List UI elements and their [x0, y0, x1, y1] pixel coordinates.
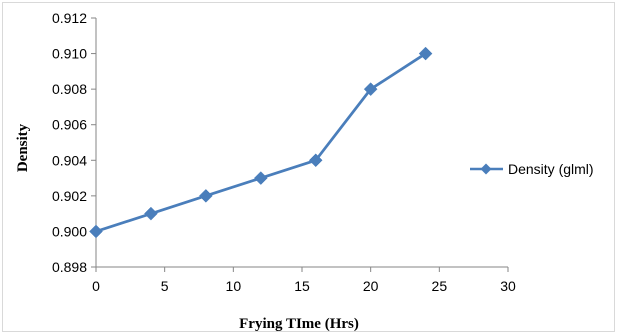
series-line: [95, 52, 427, 233]
y-tick-label: 0.904: [52, 152, 87, 168]
y-tick-label: 0.906: [52, 117, 87, 133]
data-point-marker: [89, 224, 103, 239]
data-point-marker: [363, 82, 378, 96]
x-axis-title: Frying TIme (Hrs): [239, 316, 359, 332]
chart-area: [2, 2, 615, 332]
x-tick-label: 20: [363, 278, 379, 294]
legend-label: Density (glml): [508, 161, 594, 177]
y-tick-label: 0.908: [52, 81, 87, 97]
x-tick-label: 15: [294, 278, 310, 294]
series-layer: [89, 46, 433, 239]
x-tick-label: 25: [432, 278, 448, 294]
data-point-marker: [308, 153, 323, 168]
x-tick-label: 0: [92, 278, 100, 294]
y-tick-label: 0.910: [52, 46, 87, 62]
legend: Density (glml): [470, 161, 594, 177]
x-tick-label: 30: [500, 278, 516, 294]
y-tick-label: 0.912: [52, 10, 87, 26]
data-point-marker: [418, 46, 433, 61]
y-axis-title: Density: [15, 123, 31, 172]
data-point-marker: [253, 171, 268, 185]
y-tick-label: 0.898: [52, 259, 87, 275]
x-tick-label: 5: [161, 278, 169, 294]
y-tick-label: 0.900: [52, 223, 87, 239]
legend-marker: [480, 163, 492, 175]
data-point-marker: [144, 206, 158, 221]
x-axis: 0 5 10 15 20 25 30: [92, 266, 516, 294]
x-tick-label: 10: [226, 278, 242, 294]
y-axis: 0.898 0.900 0.902 0.904 0.906 0.908 0.910 0.912: [52, 10, 97, 275]
y-tick-label: 0.902: [52, 188, 87, 204]
data-point-marker: [199, 189, 213, 203]
